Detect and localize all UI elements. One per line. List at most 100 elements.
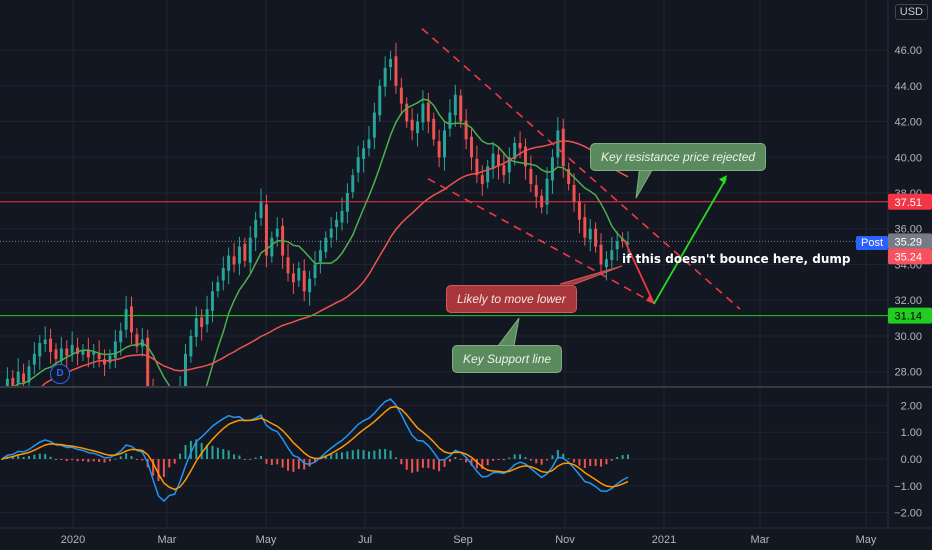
candle[interactable] [610, 250, 614, 261]
candle[interactable] [626, 243, 630, 245]
candle[interactable] [259, 201, 263, 219]
candle[interactable] [464, 120, 468, 140]
candle[interactable] [16, 371, 20, 384]
candle[interactable] [275, 228, 279, 237]
candle[interactable] [237, 246, 241, 264]
candle[interactable] [345, 193, 349, 212]
candle[interactable] [248, 237, 252, 263]
candle[interactable] [119, 330, 123, 343]
annotation-support[interactable]: Key Support line [452, 345, 563, 373]
candle[interactable] [399, 87, 403, 104]
candle[interactable] [507, 157, 511, 173]
candle[interactable] [556, 130, 560, 158]
annotation-dump-note[interactable]: if this doesn't bounce here, dump [622, 252, 851, 266]
candle[interactable] [410, 119, 414, 131]
candle[interactable] [459, 95, 463, 122]
candle[interactable] [583, 217, 587, 238]
dividend-marker-icon[interactable]: D [50, 364, 70, 384]
candle[interactable] [383, 67, 387, 87]
candle[interactable] [615, 241, 619, 250]
candle[interactable] [356, 157, 360, 173]
candle[interactable] [529, 168, 533, 185]
candle[interactable] [572, 184, 576, 202]
candle[interactable] [437, 141, 441, 158]
projection-down-arrow[interactable] [624, 240, 655, 305]
candle[interactable] [205, 309, 209, 325]
candle[interactable] [297, 268, 301, 281]
candle[interactable] [432, 118, 436, 140]
candle[interactable] [11, 377, 15, 386]
candle[interactable] [367, 139, 371, 149]
candle[interactable] [486, 166, 490, 183]
candle[interactable] [443, 130, 447, 158]
candle[interactable] [264, 204, 268, 256]
candle[interactable] [32, 353, 36, 365]
candle[interactable] [448, 112, 452, 129]
upper-trend-line[interactable] [421, 27, 741, 310]
candle[interactable] [496, 154, 500, 167]
candle[interactable] [146, 337, 150, 390]
currency-label[interactable]: USD [894, 4, 928, 20]
candle[interactable] [210, 291, 214, 311]
candle[interactable] [378, 85, 382, 116]
candle[interactable] [38, 343, 42, 357]
candle[interactable] [302, 270, 306, 292]
candle[interactable] [130, 306, 134, 333]
candle[interactable] [124, 309, 128, 330]
candle[interactable] [86, 349, 90, 358]
candle[interactable] [92, 352, 96, 355]
candle[interactable] [329, 228, 333, 238]
candle[interactable] [594, 228, 598, 247]
candle[interactable] [113, 341, 117, 359]
candle[interactable] [81, 350, 85, 355]
candle[interactable] [491, 153, 495, 169]
candle[interactable] [470, 136, 473, 158]
candle[interactable] [54, 349, 58, 360]
candle[interactable] [340, 210, 344, 223]
candle[interactable] [534, 184, 538, 197]
candle[interactable] [70, 344, 74, 354]
candle[interactable] [513, 142, 517, 160]
candle[interactable] [567, 168, 571, 185]
candle[interactable] [286, 257, 290, 274]
candle[interactable] [475, 159, 479, 176]
candle[interactable] [97, 353, 101, 360]
candle[interactable] [216, 282, 220, 292]
lower-trend-line[interactable] [427, 178, 656, 305]
annotation-move-lower[interactable]: Likely to move lower [446, 285, 577, 313]
candle[interactable] [372, 112, 376, 138]
candle[interactable] [270, 237, 274, 257]
candle[interactable] [550, 157, 554, 181]
candle[interactable] [108, 355, 112, 363]
projection-up-arrow[interactable] [653, 178, 727, 305]
candle[interactable] [362, 148, 366, 160]
candle[interactable] [49, 338, 53, 353]
candle[interactable] [189, 335, 193, 357]
candle[interactable] [254, 219, 258, 238]
candle[interactable] [453, 94, 457, 116]
candle[interactable] [194, 318, 198, 337]
candle[interactable] [599, 244, 603, 265]
candle[interactable] [308, 278, 312, 293]
candle[interactable] [394, 56, 398, 86]
candle[interactable] [313, 264, 317, 278]
candle[interactable] [232, 256, 236, 265]
candle[interactable] [59, 348, 63, 361]
candle[interactable] [135, 334, 139, 347]
candle[interactable] [604, 259, 608, 268]
candle[interactable] [22, 373, 26, 383]
candle[interactable] [416, 121, 420, 134]
candle[interactable] [577, 201, 581, 220]
candle[interactable] [291, 273, 295, 283]
candle[interactable] [588, 228, 592, 240]
candle[interactable] [76, 347, 80, 354]
candle[interactable] [43, 339, 47, 345]
candle[interactable] [421, 103, 425, 123]
candle[interactable] [561, 128, 565, 167]
candle[interactable] [389, 58, 393, 68]
candle[interactable] [480, 175, 484, 185]
candle[interactable] [335, 219, 339, 227]
candle[interactable] [523, 146, 527, 167]
candle[interactable] [351, 175, 355, 193]
